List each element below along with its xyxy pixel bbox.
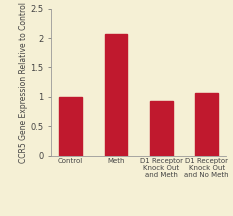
Y-axis label: CCR5 Gene Expression Relative to Control: CCR5 Gene Expression Relative to Control — [19, 2, 28, 163]
Bar — [105, 34, 127, 156]
Bar — [195, 93, 218, 156]
Bar — [150, 102, 173, 156]
Bar — [59, 97, 82, 156]
